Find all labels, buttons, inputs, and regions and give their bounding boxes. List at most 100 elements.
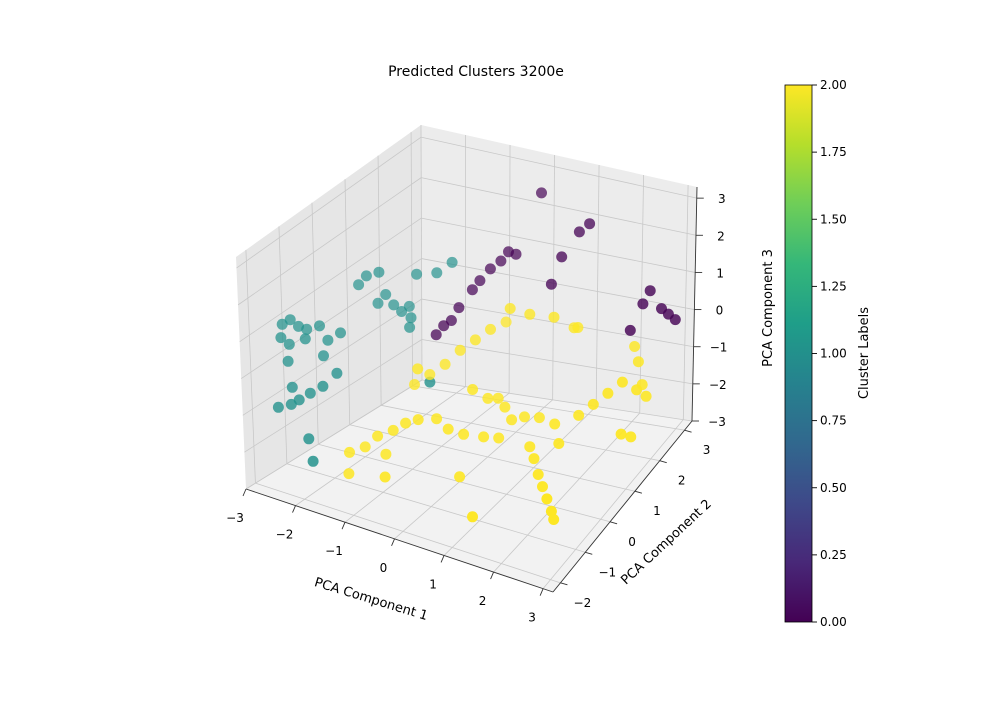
cluster-2-point: [505, 303, 516, 314]
axis-panes: [236, 125, 697, 592]
cluster-1-point: [388, 299, 399, 310]
cluster-2-point: [631, 384, 642, 395]
cluster-2-point: [633, 356, 644, 367]
cluster-2-point: [443, 424, 454, 435]
cluster-1-point: [335, 327, 346, 338]
cluster-2-point: [467, 511, 478, 522]
cluster-0-point: [431, 329, 442, 340]
cluster-1-point: [286, 399, 297, 410]
z-tick-label: 1: [716, 266, 724, 280]
cluster-2-point: [616, 429, 627, 440]
tick-mark: [392, 539, 395, 546]
cluster-1-point: [305, 388, 316, 399]
cluster-2-point: [625, 431, 636, 442]
cluster-1-point: [353, 279, 364, 290]
colorbar-label: Cluster Labels: [857, 307, 872, 399]
tick-mark: [491, 572, 494, 579]
y-tick-label: 1: [653, 504, 661, 518]
cluster-2-point: [413, 414, 424, 425]
cluster-1-point: [273, 402, 284, 413]
cluster-2-point: [493, 393, 504, 404]
cluster-2-point: [380, 449, 391, 460]
cluster-1-point: [380, 289, 391, 300]
cluster-0-point: [556, 251, 567, 262]
cluster-1-point: [318, 350, 329, 361]
cluster-2-point: [485, 324, 496, 335]
cluster-1-point: [373, 267, 384, 278]
cluster-0-point: [656, 303, 667, 314]
cluster-2-point: [537, 481, 548, 492]
tick-mark: [685, 430, 692, 432]
cluster-0-point: [645, 285, 656, 296]
cluster-2-point: [478, 431, 489, 442]
cluster-2-point: [534, 412, 545, 423]
z-axis-label: PCA Component 3: [761, 249, 776, 367]
cluster-1-point: [277, 319, 288, 330]
tick-mark: [441, 555, 444, 562]
colorbar-gradient: [785, 85, 812, 622]
cluster-1-point: [283, 356, 294, 367]
cluster-1-point: [361, 270, 372, 281]
cluster-2-point: [602, 388, 613, 399]
back-pane: [421, 125, 697, 421]
colorbar-tick-label: 1.50: [820, 212, 847, 226]
cluster-2-point: [641, 391, 652, 402]
cluster-2-point: [499, 402, 510, 413]
colorbar-tick-label: 1.25: [820, 279, 847, 293]
x-tick-label: 0: [380, 561, 388, 575]
cluster-2-point: [380, 472, 391, 483]
z-tick-label: 0: [716, 304, 724, 318]
x-axis-label: PCA Component 1: [312, 575, 429, 624]
cluster-2-point: [629, 341, 640, 352]
y-tick-label: 3: [703, 443, 711, 457]
cluster-2-point: [529, 453, 540, 464]
cluster-2-point: [400, 418, 411, 429]
cluster-0-point: [438, 320, 449, 331]
cluster-2-point: [458, 429, 469, 440]
y-tick-label: −2: [574, 596, 592, 610]
cluster-2-point: [533, 469, 544, 480]
cluster-2-point: [467, 384, 478, 395]
cluster-0-point: [453, 302, 464, 313]
cluster-1-point: [300, 333, 311, 344]
cluster-2-point: [409, 379, 420, 390]
cluster-1-point: [308, 456, 319, 467]
cluster-1-point: [406, 312, 417, 323]
cluster-2-point: [344, 447, 355, 458]
cluster-1-point: [447, 257, 458, 268]
cluster-2-point: [470, 334, 481, 345]
tick-mark: [243, 489, 246, 496]
cluster-2-point: [431, 413, 442, 424]
y-tick-label: −1: [598, 565, 616, 579]
cluster-2-point: [541, 493, 552, 504]
cluster-2-point: [412, 363, 423, 374]
cluster-2-point: [360, 441, 371, 452]
colorbar-tick-label: 1.00: [820, 347, 847, 361]
cluster-2-point: [372, 431, 383, 442]
cluster-2-point: [524, 309, 535, 320]
x-tick-label: −1: [325, 544, 343, 558]
colorbar-ticks: 0.000.250.500.751.001.251.501.752.00: [812, 78, 847, 629]
colorbar: 0.000.250.500.751.001.251.501.752.00 Clu…: [785, 78, 872, 629]
cluster-2-point: [455, 345, 466, 356]
cluster-0-point: [474, 275, 485, 286]
tick-mark: [540, 589, 543, 596]
colorbar-tick-label: 0.75: [820, 414, 847, 428]
colorbar-tick-label: 2.00: [820, 78, 847, 92]
cluster-2-point: [440, 359, 451, 370]
cluster-1-point: [431, 267, 442, 278]
tick-mark: [660, 461, 667, 463]
cluster-0-point: [503, 246, 514, 257]
cluster-2-point: [549, 312, 560, 323]
tick-mark: [635, 491, 642, 493]
z-tick-label: 2: [717, 229, 725, 243]
colorbar-tick-label: 0.50: [820, 481, 847, 495]
colorbar-tick-label: 0.00: [820, 615, 847, 629]
tick-mark: [293, 506, 296, 513]
cluster-0-point: [546, 279, 557, 290]
cluster-0-point: [536, 187, 547, 198]
cluster-1-point: [331, 368, 342, 379]
cluster-0-point: [574, 226, 585, 237]
